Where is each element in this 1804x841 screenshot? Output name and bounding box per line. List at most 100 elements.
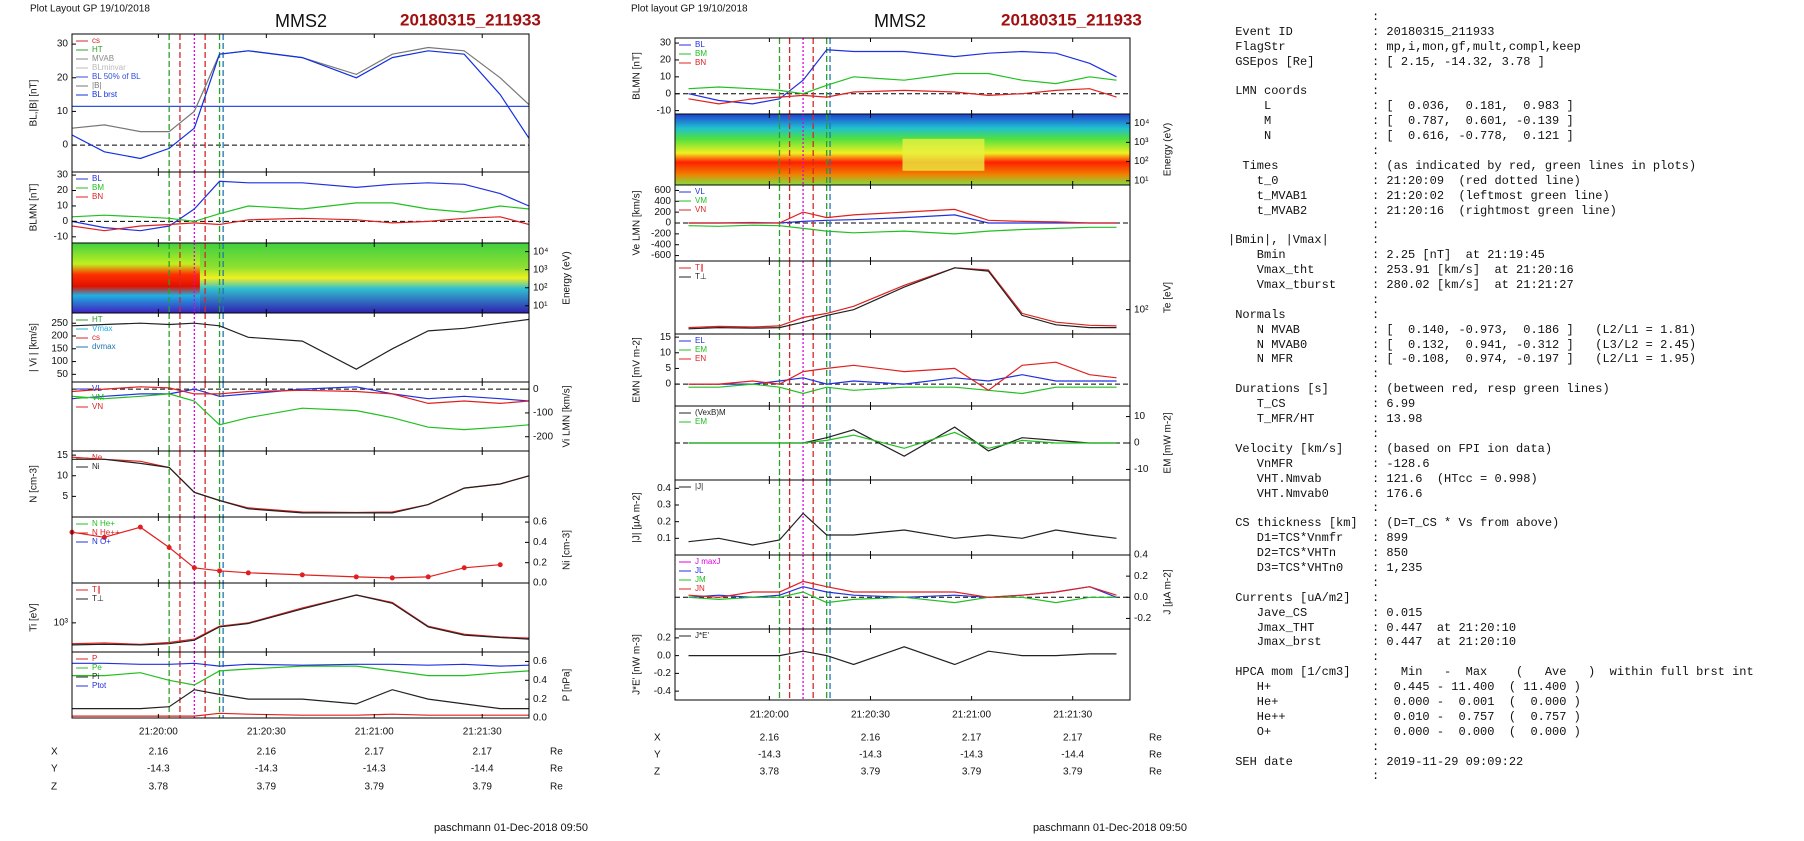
data-line (688, 49, 1117, 105)
info-line: : (1228, 739, 1380, 754)
info-line: : (1228, 367, 1380, 382)
data-line (688, 361, 1117, 392)
info-line: GSEpos [Re] : [ 2.15, -14.32, 3.78 ] (1228, 54, 1545, 69)
legend-label: N He+ (92, 519, 115, 528)
info-line: H+ : 0.445 - 11.400 ( 11.400 ) (1228, 680, 1581, 695)
y-tick-label: 0.6 (533, 517, 547, 528)
position-value: 2.17 (472, 747, 492, 758)
y-axis-label: J*E' [nW m-3] (632, 634, 643, 695)
y-tick-label: 5 (62, 491, 68, 502)
legend-label: EM (695, 417, 707, 426)
panel-frame (71, 381, 530, 452)
y-tick-label: 10¹ (533, 300, 548, 311)
info-line: : (1228, 218, 1380, 233)
y-tick-label: 10² (1134, 156, 1149, 167)
position-value: 2.17 (962, 733, 982, 744)
info-line: : (1228, 501, 1380, 516)
position-unit: Re (550, 764, 563, 775)
y-tick-label: 0.0 (533, 713, 547, 724)
legend-label: N O+ (92, 537, 111, 546)
legend-label: EN (695, 354, 706, 363)
position-label: Y (51, 764, 58, 775)
legend-label: T∥ (92, 585, 101, 594)
data-point (137, 524, 143, 530)
y-tick-label: 30 (57, 39, 69, 50)
data-point (461, 565, 467, 571)
legend-label: N He++ (92, 528, 120, 537)
info-line: Jave_CS : 0.015 (1228, 605, 1423, 620)
legend-label: dvmax (92, 342, 116, 351)
x-tick-label: 21:20:30 (851, 710, 890, 721)
panel-frame (674, 628, 1131, 701)
panel-frame (71, 651, 530, 719)
legend-label: BL (92, 174, 102, 183)
info-line: D2=TCS*VHTn : 850 (1228, 546, 1409, 561)
position-label: X (51, 747, 58, 758)
y-tick-label: -0.2 (1134, 613, 1152, 624)
info-line: : (1228, 769, 1380, 784)
y-tick-label: 0.1 (657, 533, 671, 544)
position-value: -14.3 (758, 750, 781, 761)
y-tick-label: 400 (654, 196, 671, 207)
position-value: 2.16 (760, 733, 780, 744)
y-tick-label: 0 (533, 384, 539, 395)
y-tick-label: 0.6 (533, 656, 547, 667)
data-line (688, 591, 1117, 604)
y-tick-label: 250 (51, 318, 68, 329)
y-tick-label: 0.0 (533, 578, 547, 589)
legend-label: JL (695, 566, 704, 575)
data-line (688, 426, 1117, 457)
y-tick-label: 0.2 (533, 694, 547, 705)
y-axis-label: |J| [µA m-2] (632, 492, 643, 543)
position-label: X (654, 733, 661, 744)
y-tick-label: 0 (665, 218, 671, 229)
position-value: 2.16 (861, 733, 881, 744)
data-line (71, 180, 530, 232)
y-tick-label: 10³ (1134, 137, 1149, 148)
info-line: FlagStr : mp,i,mon,gf,mult,compl,keep (1228, 39, 1581, 54)
y-tick-label: -10 (1134, 464, 1149, 475)
position-value: 2.16 (257, 747, 277, 758)
position-value: 3.79 (257, 782, 277, 793)
y-tick-label: 0.4 (533, 675, 547, 686)
position-label: Y (654, 750, 661, 761)
legend-label: |B| (92, 81, 102, 90)
y-tick-label: 0.2 (657, 516, 671, 527)
legend-label: T⊥ (92, 594, 104, 603)
x-tick-label: 21:20:00 (750, 710, 789, 721)
y-axis-label: Ti [eV] (29, 603, 40, 632)
info-line: t_MVAB1 : 21:20:02 (leftmost green line) (1228, 188, 1610, 203)
legend-label: BN (695, 58, 706, 67)
info-line: : (1228, 69, 1380, 84)
info-line: VnMFR : -128.6 (1228, 456, 1430, 471)
y-tick-label: 50 (57, 369, 69, 380)
info-line: Event ID : 20180315_211933 (1228, 24, 1495, 39)
data-point (191, 565, 197, 571)
data-line (71, 456, 530, 514)
data-line (71, 50, 530, 160)
info-line: D3=TCS*VHTn0 : 1,235 (1228, 560, 1423, 575)
y-tick-label: -10 (54, 231, 69, 242)
info-line: L : [ 0.036, 0.181, 0.983 ] (1228, 99, 1574, 114)
y-tick-label: 0.2 (657, 633, 671, 644)
info-line: N MFR : [ -0.108, 0.974, -0.197 ] (L2/L1… (1228, 352, 1697, 367)
y-tick-label: 0.4 (533, 537, 547, 548)
legend-label: JN (695, 584, 705, 593)
legend-label: T⊥ (695, 272, 707, 281)
data-line (688, 267, 1117, 329)
legend-label: BL (695, 40, 705, 49)
data-line (688, 431, 1117, 449)
legend-label: BM (695, 49, 707, 58)
info-line: D1=TCS*Vnmfr : 899 (1228, 531, 1409, 546)
data-point (245, 570, 251, 576)
legend-label: EM (695, 345, 707, 354)
data-point (217, 568, 223, 574)
legend-label: J maxJ (695, 557, 720, 566)
figure-title: MMS2 (874, 11, 926, 31)
info-line: t_0 : 21:20:09 (red dotted line) (1228, 173, 1581, 188)
y-axis-label: P [nPa] (562, 668, 573, 701)
y-tick-label: -100 (533, 408, 553, 419)
y-tick-label: 10⁴ (1134, 118, 1149, 129)
legend-label: VN (92, 402, 103, 411)
info-line: Velocity [km/s] : (based on FPI ion data… (1228, 441, 1553, 456)
